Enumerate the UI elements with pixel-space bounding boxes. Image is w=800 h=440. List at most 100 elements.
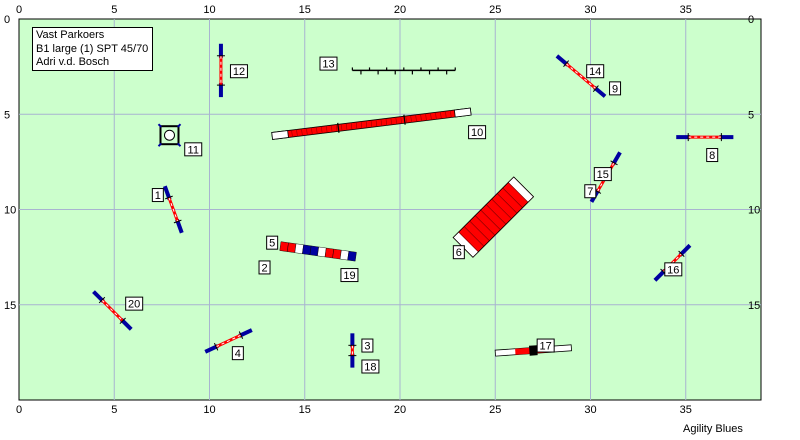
obstacle-label-box — [584, 184, 597, 199]
dogwalk-slat — [445, 111, 447, 119]
obstacle-label-box — [361, 338, 374, 353]
obstacle-label-text: 19 — [343, 270, 355, 282]
dogwalk-slat — [350, 122, 353, 130]
dogwalk-10 — [271, 107, 472, 140]
course-info-box: Vast Parkoers B1 large (1) SPT 45/70 Adr… — [32, 27, 153, 71]
jump-bar-stripe — [565, 63, 597, 90]
obstacle-label-box — [664, 262, 683, 277]
obstacle-label-box — [706, 148, 719, 163]
x-tick-label-top: 0 — [16, 4, 22, 16]
x-tick-label-top: 25 — [489, 4, 501, 16]
obstacle-label-box — [184, 142, 203, 157]
obstacle-label-box — [452, 245, 465, 260]
obstacle-label-12: 12 — [229, 64, 248, 79]
y-tick-label-right: 15 — [748, 300, 760, 312]
obstacle-label-14: 14 — [586, 64, 605, 79]
jump-bar-stripe — [101, 299, 124, 322]
dogwalk-support — [403, 114, 406, 125]
dogwalk-slat — [301, 128, 303, 136]
obstacle-label-8: 8 — [706, 148, 719, 163]
obstacle-label-10: 10 — [468, 125, 487, 140]
dogwalk-support — [337, 122, 340, 133]
dogwalk-slat — [340, 123, 343, 131]
jump-stand — [98, 296, 106, 304]
x-tick-label-top: 30 — [584, 4, 596, 16]
dogwalk-slat — [390, 117, 392, 125]
dogwalk-slat — [395, 117, 397, 125]
x-tick-label-top: 5 — [111, 4, 117, 16]
jump-1 — [162, 185, 184, 234]
obstacle-label-box — [340, 268, 359, 283]
dogwalk-slat — [370, 120, 373, 128]
obstacle-label-text: 10 — [471, 127, 483, 139]
obstacle-label-16: 16 — [664, 262, 683, 277]
x-tick-label-top: 20 — [394, 4, 406, 16]
obstacle-label-17: 17 — [536, 338, 555, 353]
obstacle-label-text: 14 — [589, 66, 601, 78]
obstacle-label-box — [266, 235, 279, 250]
y-tick-label-left: 10 — [4, 205, 16, 217]
obstacle-label-box — [229, 64, 248, 79]
obstacle-label-19: 19 — [340, 268, 359, 283]
obstacle-label-20: 20 — [125, 296, 144, 311]
obstacle-label-box — [536, 338, 555, 353]
jump-12 — [216, 43, 225, 98]
jump-3 — [348, 333, 357, 368]
jump-stand — [592, 85, 599, 93]
x-tick-label-top: 15 — [299, 4, 311, 16]
weave-13 — [351, 67, 456, 75]
dogwalk-slat — [345, 123, 348, 131]
dogwalk-slat — [296, 129, 298, 137]
tunnel-segment — [302, 244, 312, 256]
jump-stand — [213, 342, 219, 351]
dogwalk-slat — [410, 115, 412, 123]
obstacle-label-text: 9 — [612, 83, 618, 95]
table-leg — [157, 123, 162, 128]
tunnel-segment — [294, 243, 304, 254]
obstacle-label-box — [361, 359, 380, 374]
course-judge: Adri v.d. Bosch — [36, 56, 110, 68]
obstacle-label-11: 11 — [184, 142, 203, 157]
dogwalk-slat — [430, 112, 432, 120]
table-11 — [157, 123, 182, 147]
jump-4 — [204, 328, 253, 354]
tunnel-segment — [332, 248, 342, 260]
dogwalk-slat — [375, 119, 378, 127]
x-tick-label-bottom: 15 — [299, 404, 311, 416]
obstacle-label-15: 15 — [593, 167, 612, 182]
obstacle-label-text: 4 — [235, 348, 241, 360]
obstacle-label-7: 7 — [584, 184, 597, 199]
obstacle-label-text: 3 — [364, 341, 370, 353]
x-tick-label-bottom: 0 — [16, 404, 22, 416]
obstacle-label-text: 18 — [364, 361, 376, 373]
tunnel-segment — [279, 241, 289, 252]
dogwalk-contact — [453, 107, 472, 118]
obstacle-label-13: 13 — [319, 56, 338, 71]
footer-credit: Agility Blues — [683, 423, 743, 435]
obstacle-label-2: 2 — [258, 260, 271, 275]
y-tick-label-left: 5 — [4, 109, 10, 121]
dogwalk-slat — [291, 130, 293, 138]
dogwalk-slat — [450, 110, 452, 118]
obstacle-label-text: 1 — [155, 190, 161, 202]
dogwalk-slat — [316, 126, 318, 134]
x-tick-label-bottom: 5 — [111, 404, 117, 416]
obstacle-label-text: 2 — [261, 262, 267, 274]
jump-stand — [610, 160, 618, 166]
obstacle-label-18: 18 — [361, 359, 380, 374]
y-tick-label-right: 10 — [748, 205, 760, 217]
tunnel-2 — [279, 241, 357, 262]
table-center — [163, 129, 175, 141]
jump-stand — [165, 195, 173, 200]
dogwalk-slat — [380, 119, 383, 127]
obstacle-label-text: 6 — [456, 247, 462, 259]
obstacle-label-text: 8 — [709, 150, 715, 162]
obstacle-label-box — [319, 56, 338, 71]
tunnel-segment — [347, 250, 357, 262]
obstacle-label-4: 4 — [231, 346, 244, 361]
obstacle-label-box — [151, 188, 164, 203]
dogwalk-slat — [331, 125, 333, 133]
dogwalk-contact — [271, 130, 289, 140]
y-tick-label-left: 15 — [4, 300, 16, 312]
obstacle-label-text: 17 — [540, 341, 552, 353]
